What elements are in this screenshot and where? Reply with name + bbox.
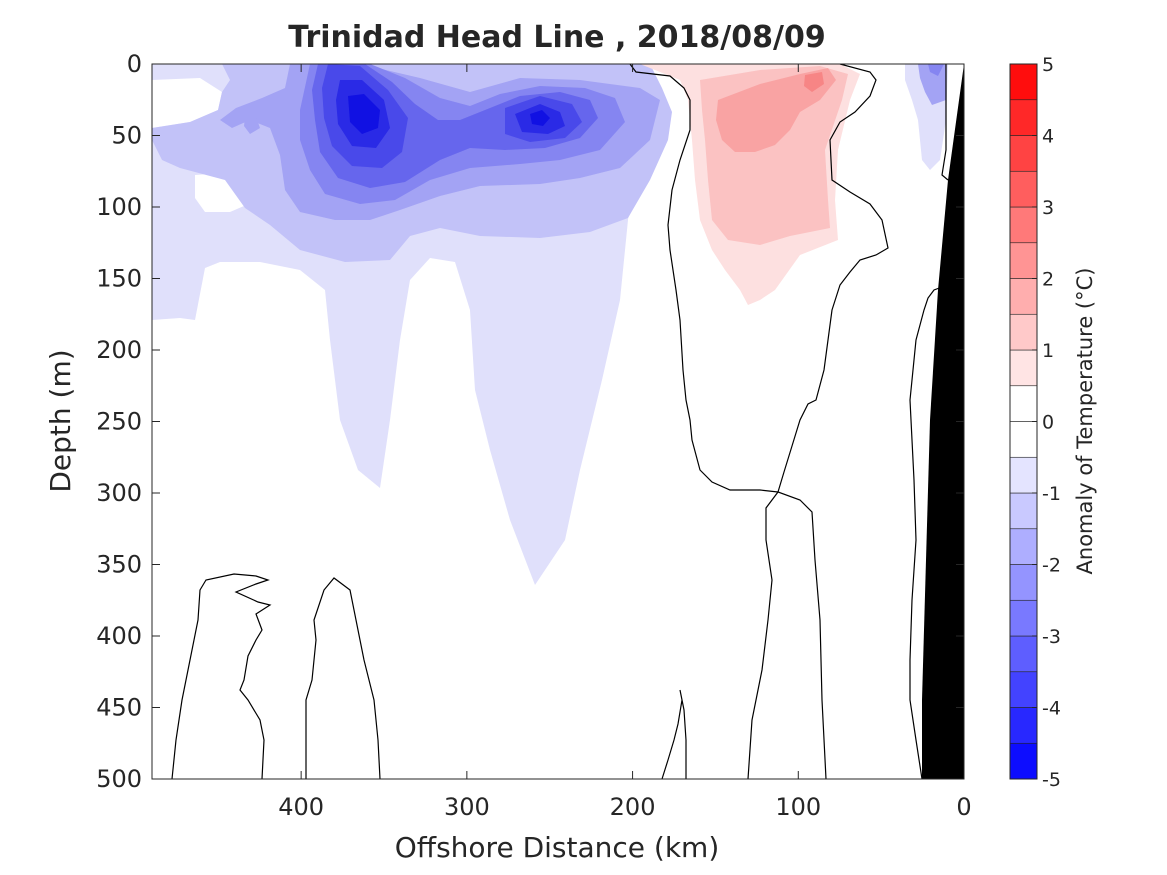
y-tick-label: 250 bbox=[96, 408, 142, 436]
filled-contours bbox=[152, 64, 948, 585]
y-axis-ticks: 0 50 100 150 200 250 300 350 400 450 500 bbox=[96, 50, 964, 793]
cold-anomaly-level-8 bbox=[348, 94, 380, 134]
colorbar-segment bbox=[1009, 170, 1038, 208]
y-tick-label: 100 bbox=[96, 193, 142, 221]
nearshore-cold-anomaly-3 bbox=[928, 64, 944, 76]
colorbar-segment bbox=[1009, 99, 1038, 136]
x-tick-label: 100 bbox=[775, 793, 821, 821]
colorbar-tick-label: 2 bbox=[1042, 269, 1054, 291]
colorbar-tick-label: -4 bbox=[1042, 698, 1061, 720]
y-tick-label: 200 bbox=[96, 336, 142, 364]
zero-contour-1 bbox=[629, 64, 779, 493]
colorbar-segment bbox=[1009, 278, 1038, 315]
warm-anomaly-level-4 bbox=[804, 72, 824, 92]
zero-contour-5 bbox=[305, 577, 381, 779]
y-tick-label: 500 bbox=[96, 765, 142, 793]
colorbar-segment bbox=[1009, 135, 1038, 172]
zero-contour-3 bbox=[747, 491, 779, 779]
colorbar-segment bbox=[1009, 63, 1038, 101]
neutral-pocket-1 bbox=[152, 78, 222, 128]
y-axis-label: Depth (m) bbox=[44, 349, 77, 492]
colorbar-label: Anomaly of Temperature (°C) bbox=[1073, 268, 1097, 575]
x-tick-label: 0 bbox=[956, 793, 971, 821]
colorbar-segment bbox=[1009, 599, 1038, 637]
y-tick-label: 0 bbox=[127, 50, 142, 78]
x-tick-label: 300 bbox=[444, 793, 490, 821]
colorbar-segment bbox=[1009, 528, 1038, 565]
chart-title: Trinidad Head Line , 2018/08/09 bbox=[288, 20, 825, 55]
colorbar-segment bbox=[1009, 313, 1038, 351]
colorbar-segment bbox=[1009, 349, 1038, 387]
plot-area bbox=[151, 63, 965, 780]
colorbar-segment bbox=[1009, 242, 1038, 279]
zero-contour-4 bbox=[171, 573, 272, 779]
colorbar-tick-label: 5 bbox=[1042, 54, 1054, 76]
x-axis-label: Offshore Distance (km) bbox=[395, 831, 720, 864]
colorbar-segment bbox=[1009, 492, 1038, 530]
y-tick-label: 450 bbox=[96, 694, 142, 722]
x-tick-label: 200 bbox=[610, 793, 656, 821]
zero-contour-7 bbox=[909, 286, 943, 779]
colorbar-segment bbox=[1009, 564, 1038, 601]
zero-contour-2 bbox=[777, 64, 889, 779]
colorbar-tick-label: 3 bbox=[1042, 197, 1054, 219]
colorbar-tick-label: -1 bbox=[1042, 483, 1061, 505]
colorbar-tick-label: -2 bbox=[1042, 555, 1061, 577]
colorbar-tick-label: 1 bbox=[1042, 340, 1054, 362]
zero-contour-8 bbox=[941, 64, 949, 181]
nearshore-cold-anomaly-2 bbox=[918, 64, 946, 105]
colorbar-segment bbox=[1009, 206, 1038, 244]
colorbar: 5 4 3 2 1 0 -1 -2 -3 -4 -5 bbox=[1009, 54, 1061, 791]
x-axis-ticks: 400 300 200 100 0 bbox=[278, 64, 972, 821]
y-tick-label: 50 bbox=[111, 122, 142, 150]
cold-blob-left bbox=[244, 114, 260, 134]
colorbar-segment bbox=[1009, 671, 1038, 708]
y-tick-label: 350 bbox=[96, 551, 142, 579]
colorbar-segment bbox=[1009, 456, 1038, 494]
colorbar-segment bbox=[1009, 742, 1038, 780]
colorbar-tick-label: 0 bbox=[1042, 412, 1054, 434]
y-tick-label: 400 bbox=[96, 622, 142, 650]
colorbar-tick-label: 4 bbox=[1042, 126, 1054, 148]
colorbar-tick-label: -5 bbox=[1042, 769, 1061, 791]
x-tick-label: 400 bbox=[278, 793, 324, 821]
colorbar-segment bbox=[1009, 635, 1038, 673]
colorbar-tick-label: -3 bbox=[1042, 626, 1061, 648]
cold-anomaly-level-8b bbox=[530, 110, 550, 126]
y-tick-label: 150 bbox=[96, 265, 142, 293]
colorbar-segment bbox=[1009, 421, 1038, 458]
bathymetry-shelf bbox=[922, 64, 964, 779]
warm-anomaly-level-3 bbox=[716, 68, 836, 152]
y-tick-label: 300 bbox=[96, 479, 142, 507]
zero-contour-lines bbox=[171, 64, 949, 779]
zero-contour-6 bbox=[661, 689, 687, 779]
colorbar-segment bbox=[1009, 707, 1038, 744]
colorbar-segment bbox=[1009, 385, 1038, 422]
